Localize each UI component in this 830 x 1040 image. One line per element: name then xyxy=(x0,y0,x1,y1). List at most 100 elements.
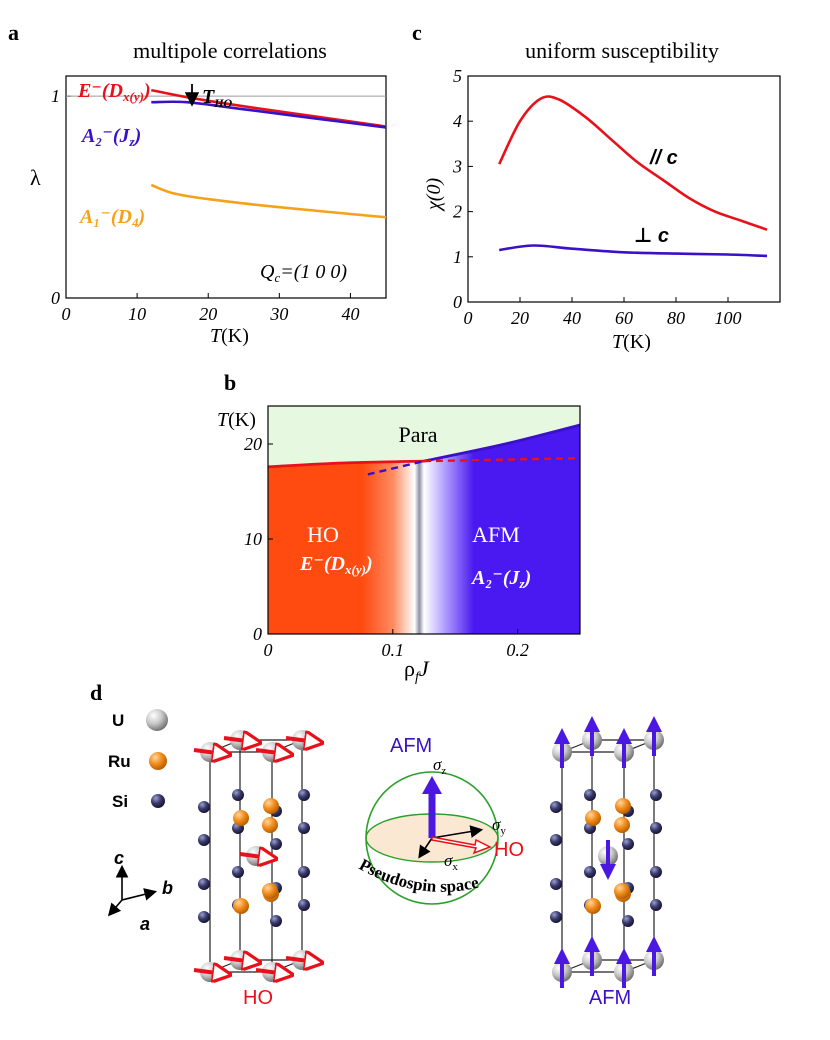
panel-a-xtick-label: 20 xyxy=(199,304,217,324)
legend-si-label: Si xyxy=(112,792,128,811)
panel-c-ytick-label: 5 xyxy=(453,66,462,86)
atom-si xyxy=(198,834,210,846)
series-line-a2-minus xyxy=(151,100,387,129)
sphere-ho-label: HO xyxy=(494,839,524,861)
sphere-afm-label: AFM xyxy=(390,735,432,757)
crystal-axes: c b a xyxy=(107,848,173,934)
atom-si xyxy=(650,789,662,801)
panel-a-plot xyxy=(66,88,387,219)
atom-si xyxy=(584,866,596,878)
atom-ru xyxy=(585,810,601,826)
panel-c-title: uniform susceptibility xyxy=(525,38,719,63)
ho-moment-arrow xyxy=(285,958,316,962)
atom-si xyxy=(270,915,282,927)
panel-b-ytick-label: 20 xyxy=(244,434,262,454)
region-ordered xyxy=(268,425,580,634)
ho-moment-arrow xyxy=(285,738,316,742)
panel-b-xtick-label: 0.1 xyxy=(382,640,405,660)
series-line-e-minus xyxy=(151,88,387,128)
panel-letter-d: d xyxy=(90,680,102,705)
atom-si xyxy=(298,789,310,801)
panel-a-xtick-label: 0 xyxy=(62,304,71,324)
ho-moment-arrow xyxy=(193,750,224,754)
series-line-perp-c xyxy=(499,244,768,258)
panel-c-xlabel: T(K) xyxy=(612,331,651,353)
atom-si xyxy=(550,878,562,890)
boundary-ho xyxy=(267,459,425,469)
atom-si xyxy=(650,822,662,834)
tho-label: THO xyxy=(202,86,233,110)
atom-si xyxy=(650,899,662,911)
atom-ru xyxy=(614,883,630,899)
sigma-x-axis xyxy=(418,837,433,859)
crystal-ho xyxy=(193,730,316,982)
atom-si xyxy=(298,822,310,834)
phase-diagram xyxy=(267,406,581,634)
sigma-x-label: σx xyxy=(444,851,458,873)
atom-si xyxy=(298,899,310,911)
panel-c-axes: 0 20 40 60 80 100 0 1 2 3 4 5 xyxy=(452,66,742,328)
atom-si xyxy=(622,838,634,850)
boundary-ho-extrapolated xyxy=(423,457,581,463)
atom-si xyxy=(622,915,634,927)
atom-si xyxy=(550,834,562,846)
panel-a-xlabel: T(K) xyxy=(210,325,249,347)
panel-c-xtick-label: 80 xyxy=(667,308,685,328)
panel-a-ytick-label: 0 xyxy=(51,288,60,308)
caption-ho: HO xyxy=(243,987,273,1009)
legend-u-atom xyxy=(146,709,168,731)
atom-si xyxy=(298,866,310,878)
caption-afm: AFM xyxy=(589,987,631,1009)
panel-c-plot xyxy=(498,95,768,258)
label-perp-c: ⊥ c xyxy=(634,225,669,247)
panel-letter-b: b xyxy=(224,370,236,395)
atom-si xyxy=(270,838,282,850)
sigma-y-label: σy xyxy=(492,815,506,837)
atom-ru xyxy=(262,817,278,833)
label-a2-minus: A₂⁻(Jz) xyxy=(80,125,141,149)
legend-ru-atom xyxy=(149,752,167,770)
crystal-afm xyxy=(550,716,664,988)
region-afm-symbol: A₂⁻(Jz) xyxy=(470,567,531,591)
panel-b: b 0 0.1 0.2 0 10 20 T(K) ρfJ Para HO E⁻(Dx(y)… xyxy=(217,370,581,685)
boundary-afm xyxy=(423,423,581,463)
panel-b-xlabel: ρfJ xyxy=(404,656,430,685)
panel-c-ytick-label: 1 xyxy=(453,247,462,267)
atom-si xyxy=(198,878,210,890)
legend-si-atom xyxy=(151,794,165,808)
atom-ru xyxy=(614,817,630,833)
axis-a-arrow xyxy=(107,899,123,917)
atom-si xyxy=(198,911,210,923)
pseudospin-sphere: AFM σz σy σx HO Pseudospin space xyxy=(356,735,524,905)
axis-c-label: c xyxy=(114,848,124,868)
atom-si xyxy=(550,911,562,923)
panel-c-xtick-label: 20 xyxy=(511,308,529,328)
axis-b-label: b xyxy=(162,878,173,898)
panel-a-frame xyxy=(65,75,387,299)
panel-b-ytick-label: 0 xyxy=(253,624,262,644)
panel-c-xtick-label: 40 xyxy=(563,308,581,328)
atom-si xyxy=(550,801,562,813)
ho-moment-arrow xyxy=(193,970,224,974)
sigma-z-label: σz xyxy=(433,755,446,777)
panel-b-xtick-label: 0 xyxy=(264,640,273,660)
panel-c-frame xyxy=(467,75,781,303)
panel-c-xtick-label: 100 xyxy=(715,308,742,328)
ho-moment-arrow xyxy=(223,958,254,962)
label-parallel-c: // c xyxy=(649,147,678,169)
panel-b-axes: 0 0.1 0.2 0 10 20 xyxy=(244,434,529,660)
legend-ru-label: Ru xyxy=(108,752,131,771)
q-label: Qc=(1 0 0) xyxy=(260,261,347,285)
ho-moment-arrow xyxy=(239,854,270,858)
atom-si xyxy=(232,789,244,801)
atom-ru xyxy=(615,798,631,814)
sphere-outline xyxy=(365,771,499,905)
panel-c-ylabel: χ(0) xyxy=(423,178,445,212)
atom-si xyxy=(232,866,244,878)
atom-ru xyxy=(233,898,249,914)
panel-c: c uniform susceptibility 0 20 40 60 80 100 0 1 2… xyxy=(412,20,781,353)
axis-a-label: a xyxy=(140,914,150,934)
atom-legend: U Ru Si xyxy=(108,709,168,811)
panel-a-axes: 0 10 20 30 40 0 1 xyxy=(51,86,359,324)
